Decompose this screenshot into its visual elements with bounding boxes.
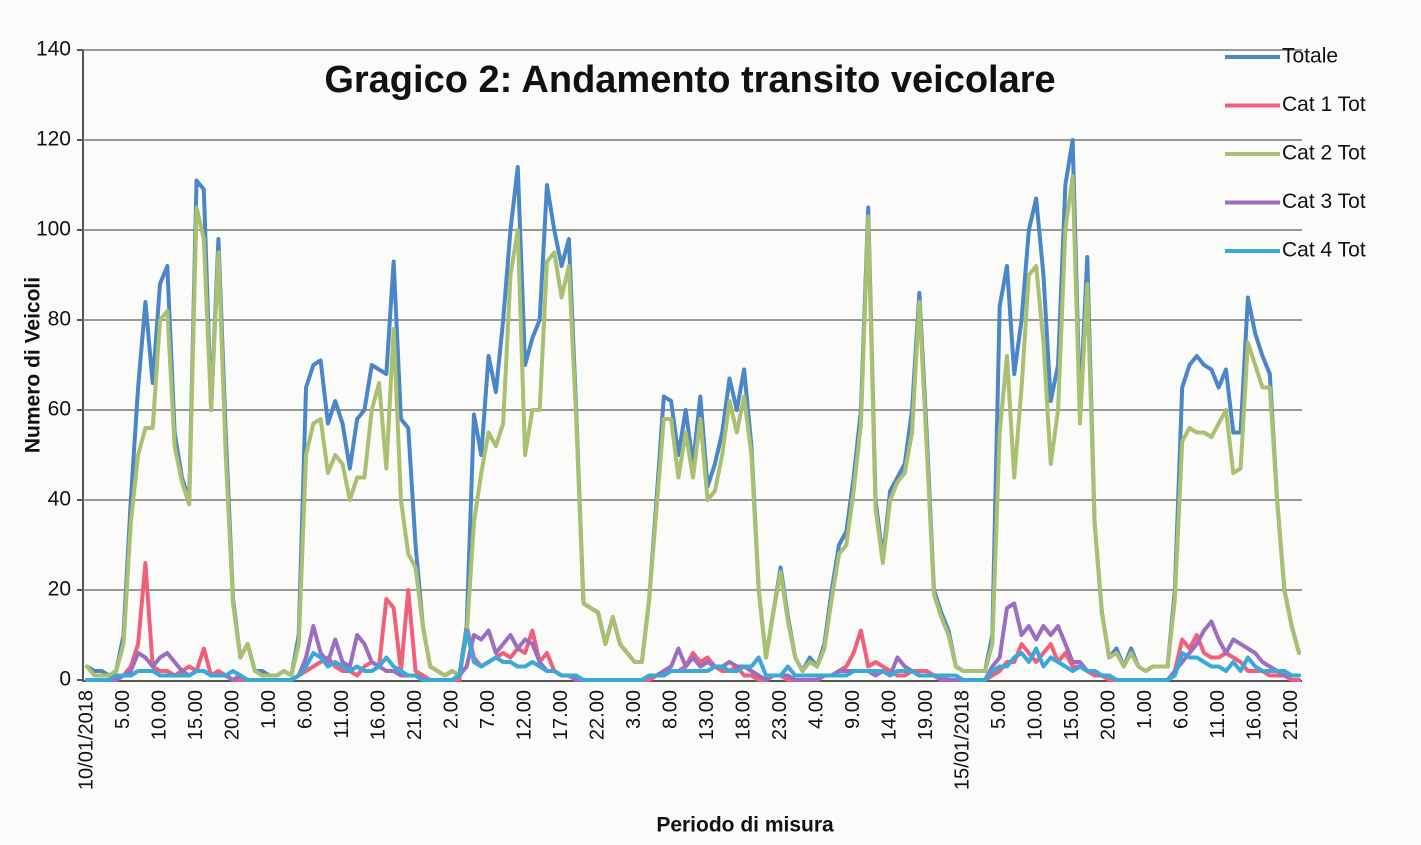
x-tick-label: 11.00 — [1207, 690, 1229, 739]
y-tick-label: 0 — [59, 668, 71, 691]
x-tick-label: 11.00 — [331, 690, 353, 739]
x-tick-label: 17.00 — [550, 690, 572, 740]
legend-label: Totale — [1282, 45, 1338, 68]
series-line — [85, 174, 1301, 678]
y-tick-label: 100 — [36, 218, 71, 241]
x-tick-label: 9.00 — [842, 690, 864, 729]
x-tick-label: 4.00 — [805, 690, 827, 729]
x-tick-label: 6.00 — [294, 690, 316, 729]
x-axis-label: Periodo di misura — [656, 814, 834, 837]
x-tick-label: 13.00 — [696, 690, 718, 740]
y-tick-label: 20 — [48, 578, 71, 601]
x-tick-label: 16.00 — [367, 690, 389, 740]
legend-label: Cat 1 Tot — [1282, 93, 1366, 116]
y-tick-label: 60 — [48, 398, 71, 421]
x-tick-label: 5.00 — [988, 690, 1010, 729]
y-tick-label: 120 — [36, 128, 71, 151]
x-tick-label: 10.00 — [148, 690, 170, 740]
chart-title: Gragico 2: Andamento transito veicolare — [324, 59, 1055, 101]
legend-label: Cat 4 Tot — [1282, 239, 1366, 262]
x-tick-label: 20.00 — [1097, 690, 1119, 740]
x-tick-label: 23.00 — [769, 690, 791, 740]
x-tick-label: 14.00 — [878, 690, 900, 740]
x-tick-label: 10/01/2018 — [75, 690, 97, 790]
x-tick-label: 16.00 — [1243, 690, 1265, 740]
x-tick-label: 1.00 — [1134, 690, 1156, 729]
x-tick-label: 18.00 — [732, 690, 754, 740]
x-tick-label: 22.00 — [586, 690, 608, 740]
y-tick-label: 40 — [48, 488, 71, 511]
y-tick-label: 140 — [36, 38, 71, 61]
series-line — [85, 628, 1301, 682]
legend-label: Cat 2 Tot — [1282, 142, 1366, 165]
x-tick-label: 20.00 — [221, 690, 243, 740]
x-tick-label: 12.00 — [513, 690, 535, 740]
x-tick-label: 15.00 — [1061, 690, 1083, 740]
x-tick-label: 5.00 — [112, 690, 134, 729]
x-tick-label: 3.00 — [623, 690, 645, 729]
x-tick-label: 7.00 — [477, 690, 499, 729]
legend-label: Cat 3 Tot — [1282, 190, 1366, 213]
x-tick-label: 8.00 — [659, 690, 681, 729]
y-axis-label: Numero di Veicoli — [22, 277, 45, 453]
x-tick-label: 10.00 — [1024, 690, 1046, 740]
x-tick-label: 19.00 — [915, 690, 937, 740]
x-tick-label: 21.00 — [1280, 690, 1302, 740]
x-tick-label: 6.00 — [1170, 690, 1192, 729]
x-tick-label: 15.00 — [185, 690, 207, 740]
x-tick-label: 15/01/2018 — [951, 690, 973, 790]
x-tick-label: 21.00 — [404, 690, 426, 740]
x-tick-label: 1.00 — [258, 690, 280, 729]
x-tick-label: 2.00 — [440, 690, 462, 729]
y-tick-label: 80 — [48, 308, 71, 331]
